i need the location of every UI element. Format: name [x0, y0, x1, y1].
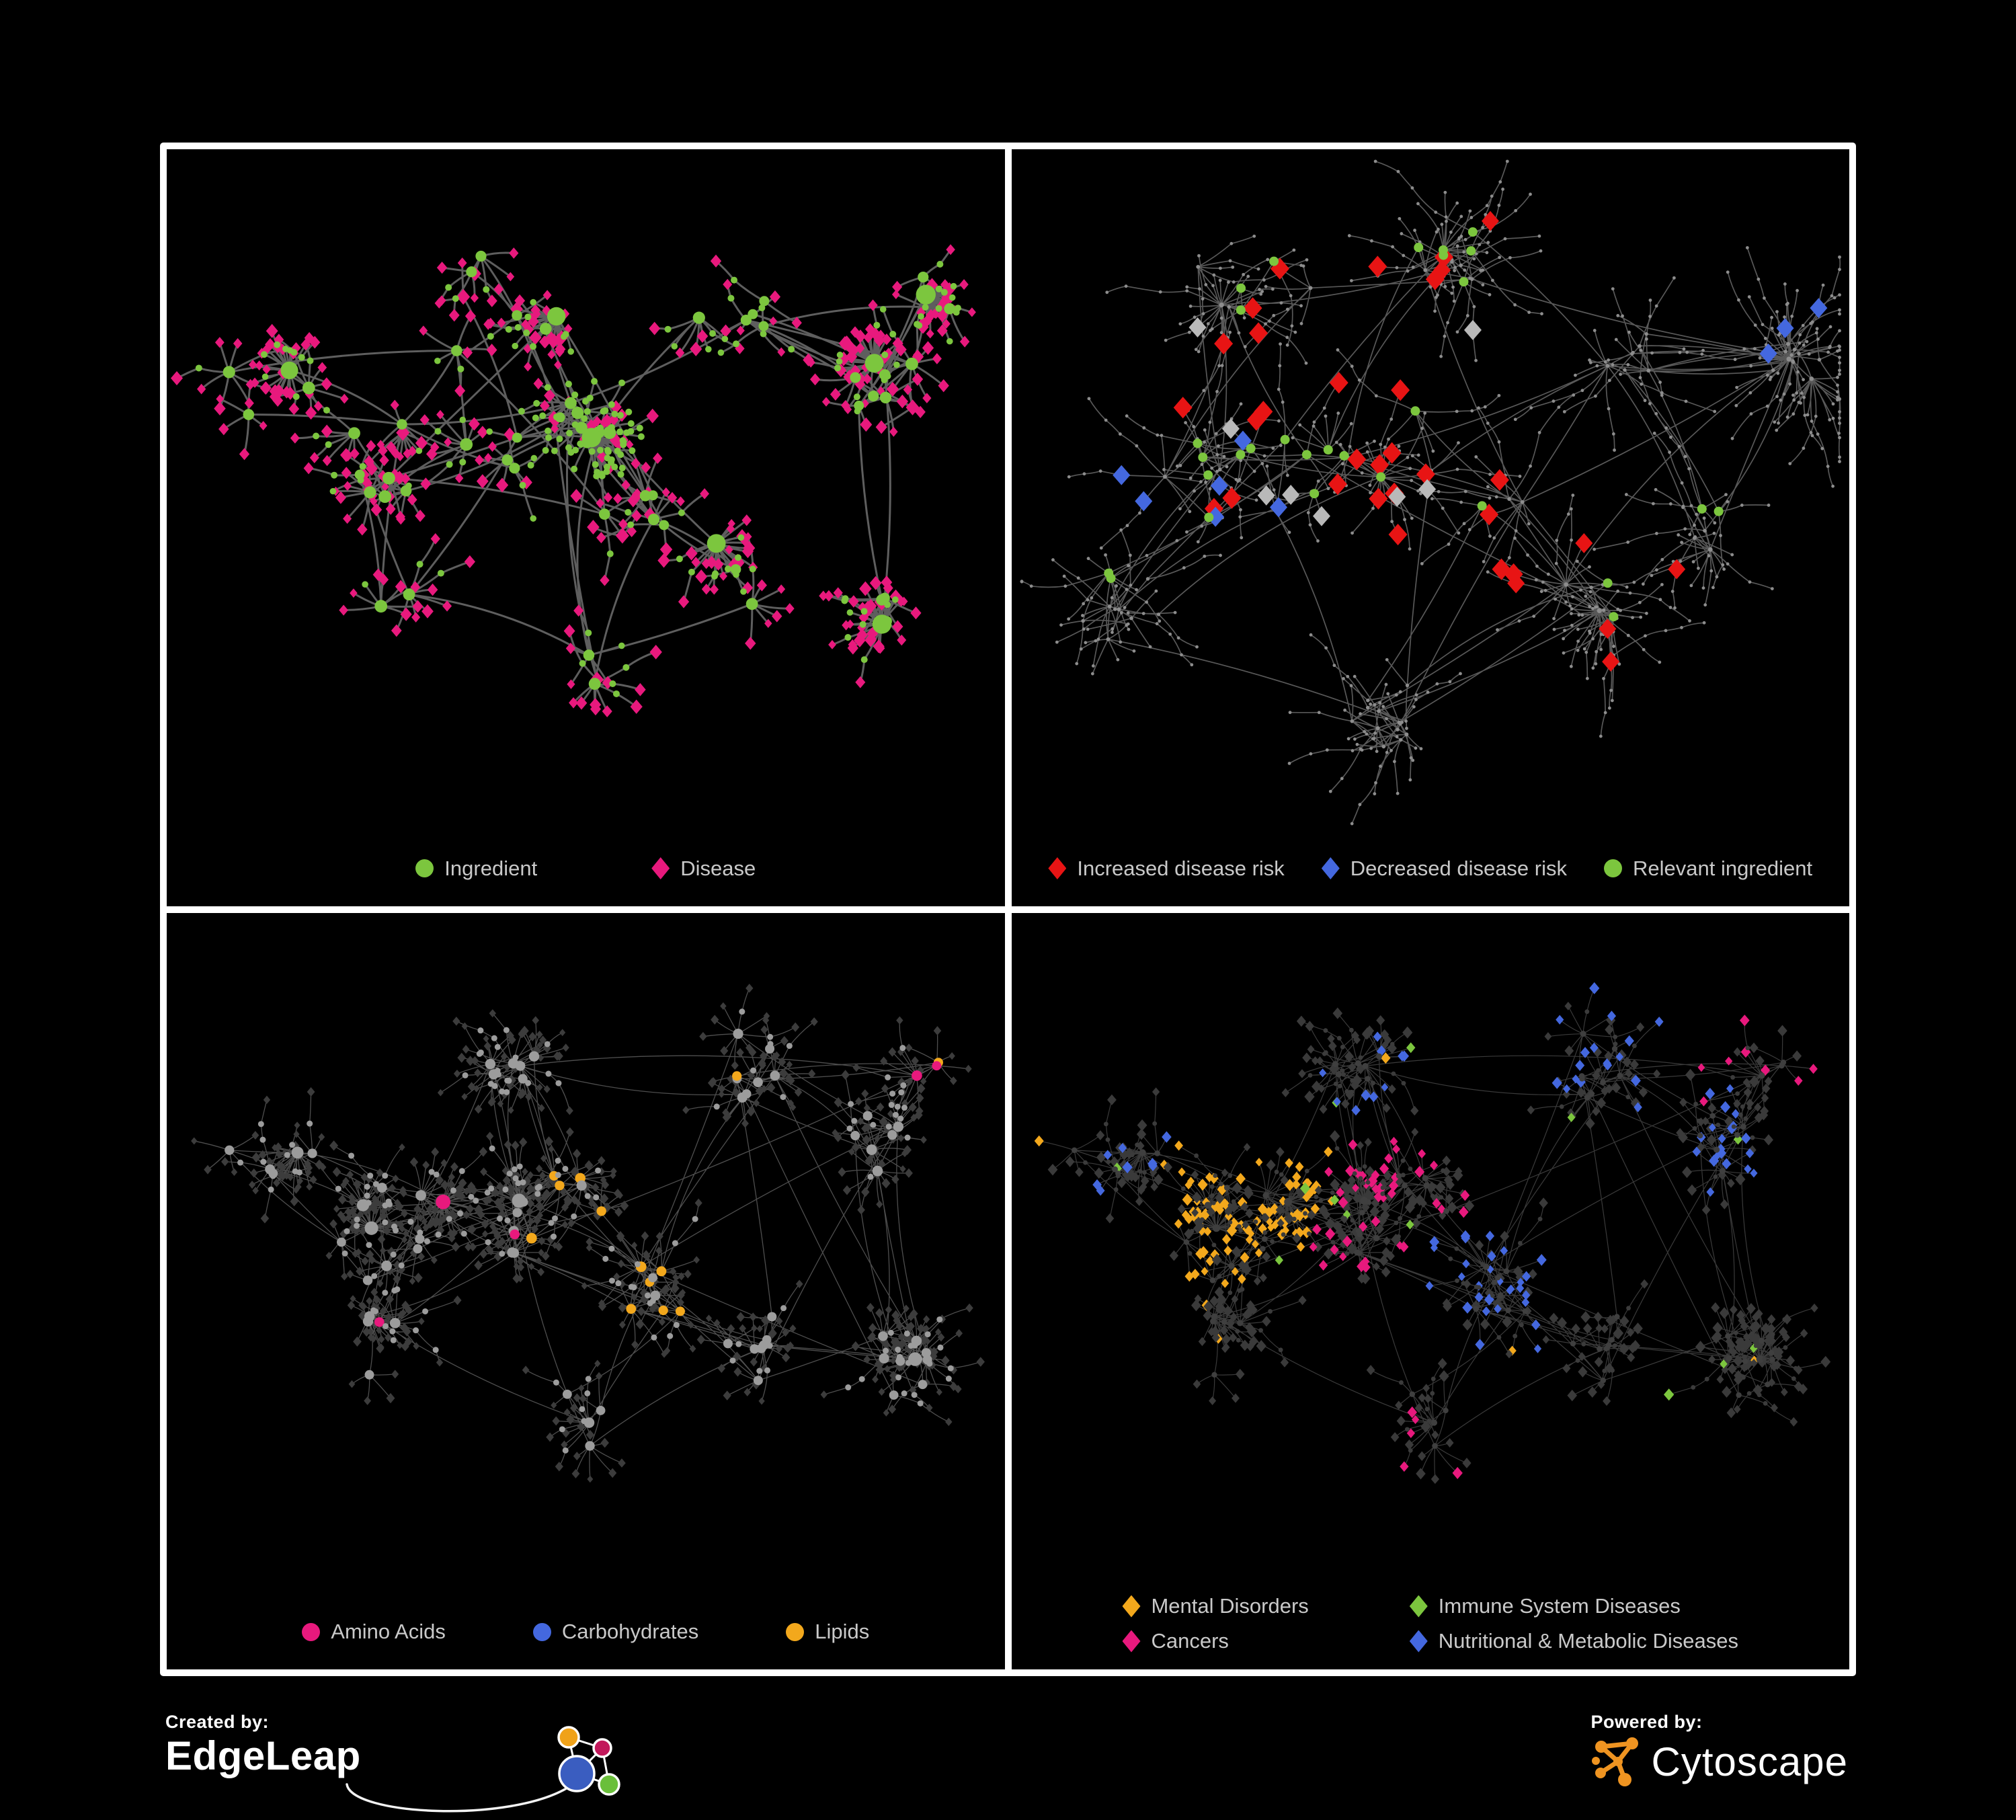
legend-disease-categories: Mental Disorders Immune System Diseases Ca… — [1122, 1594, 1738, 1653]
cytoscape-logo: Cytoscape — [1591, 1735, 1848, 1788]
legend-item: Increased disease risk — [1048, 856, 1285, 881]
legend-item: Ingredient — [415, 857, 537, 881]
legend-label: Lipids — [815, 1620, 870, 1643]
legend-item: Amino Acids — [302, 1620, 446, 1644]
diamond-marker — [1409, 1595, 1428, 1618]
edgeleap-logo-icon — [346, 1726, 620, 1813]
legend-label: Decreased disease risk — [1350, 856, 1567, 880]
legend-label: Amino Acids — [331, 1620, 446, 1643]
panel-nutrient-classes: Amino Acids Carbohydrates Lipids — [167, 912, 1005, 1669]
legend-label: Carbohydrates — [561, 1620, 699, 1643]
edgeleap-credit: Created by: EdgeLeap — [165, 1712, 620, 1813]
network-disease-categories — [1034, 982, 1830, 1484]
created-by-label: Created by: — [165, 1712, 270, 1732]
legend-item: Decreased disease risk — [1321, 856, 1567, 881]
diamond-marker — [1122, 1630, 1141, 1653]
circle-marker — [415, 859, 434, 877]
network-nutrient-classes — [191, 983, 985, 1482]
network-edges — [1038, 987, 1826, 1480]
diamond-marker — [1122, 1595, 1141, 1618]
network-edges — [194, 987, 981, 1480]
legend-disease-risk: Increased disease risk Decreased disease … — [1012, 857, 1850, 881]
legend-item: Relevant ingredient — [1604, 857, 1812, 881]
legend-ingredient-disease: Ingredient Disease — [167, 857, 1005, 881]
cytoscape-logo-text: Cytoscape — [1651, 1739, 1848, 1784]
network-nodes — [1034, 982, 1830, 1484]
circle-marker — [532, 1622, 551, 1641]
legend-label: Mental Disorders — [1151, 1594, 1309, 1618]
legend-label: Nutritional & Metabolic Diseases — [1438, 1629, 1739, 1653]
diamond-marker — [1409, 1630, 1428, 1653]
panel-ingredient-disease: Ingredient Disease — [167, 149, 1005, 906]
network-nodes — [191, 983, 985, 1482]
panel-grid: Ingredient Disease Increased disease risk… — [160, 143, 1856, 1676]
network-ingredient-disease — [171, 244, 976, 717]
cytoscape-logo-icon — [1591, 1737, 1638, 1786]
legend-label: Increased disease risk — [1077, 856, 1285, 880]
panel-disease-categories: Mental Disorders Immune System Diseases Ca… — [1011, 912, 1849, 1669]
circle-marker — [1604, 859, 1622, 877]
legend-item: Immune System Diseases — [1409, 1594, 1738, 1618]
powered-by-label: Powered by: — [1590, 1712, 1703, 1732]
legend-item: Mental Disorders — [1122, 1594, 1309, 1618]
network-disease-risk — [1020, 159, 1841, 826]
legend-item: Nutritional & Metabolic Diseases — [1409, 1629, 1739, 1653]
legend-nutrient-classes: Amino Acids Carbohydrates Lipids — [167, 1620, 1005, 1644]
circle-marker — [302, 1622, 321, 1641]
network-highlights — [1103, 210, 1827, 672]
network-nodes — [171, 244, 976, 717]
legend-item: Cancers — [1122, 1629, 1308, 1653]
edgeleap-logo-text: EdgeLeap — [165, 1733, 361, 1778]
cytoscape-credit: Powered by: Cytosc — [1591, 1712, 1848, 1788]
legend-label: Ingredient — [444, 856, 538, 880]
panel-disease-risk: Increased disease risk Decreased disease … — [1011, 149, 1850, 906]
legend-item: Lipids — [786, 1620, 869, 1644]
legend-item: Disease — [651, 857, 756, 881]
legend-item: Carbohydrates — [532, 1620, 699, 1644]
legend-label: Cancers — [1151, 1629, 1229, 1653]
edgeleap-logo: EdgeLeap — [165, 1726, 620, 1813]
diamond-marker — [1321, 857, 1340, 879]
legend-label: Relevant ingredient — [1633, 856, 1813, 880]
diamond-marker — [1048, 857, 1067, 879]
legend-label: Immune System Diseases — [1438, 1594, 1681, 1618]
legend-label: Disease — [680, 856, 756, 880]
diamond-marker — [651, 857, 670, 879]
circle-marker — [786, 1622, 805, 1641]
